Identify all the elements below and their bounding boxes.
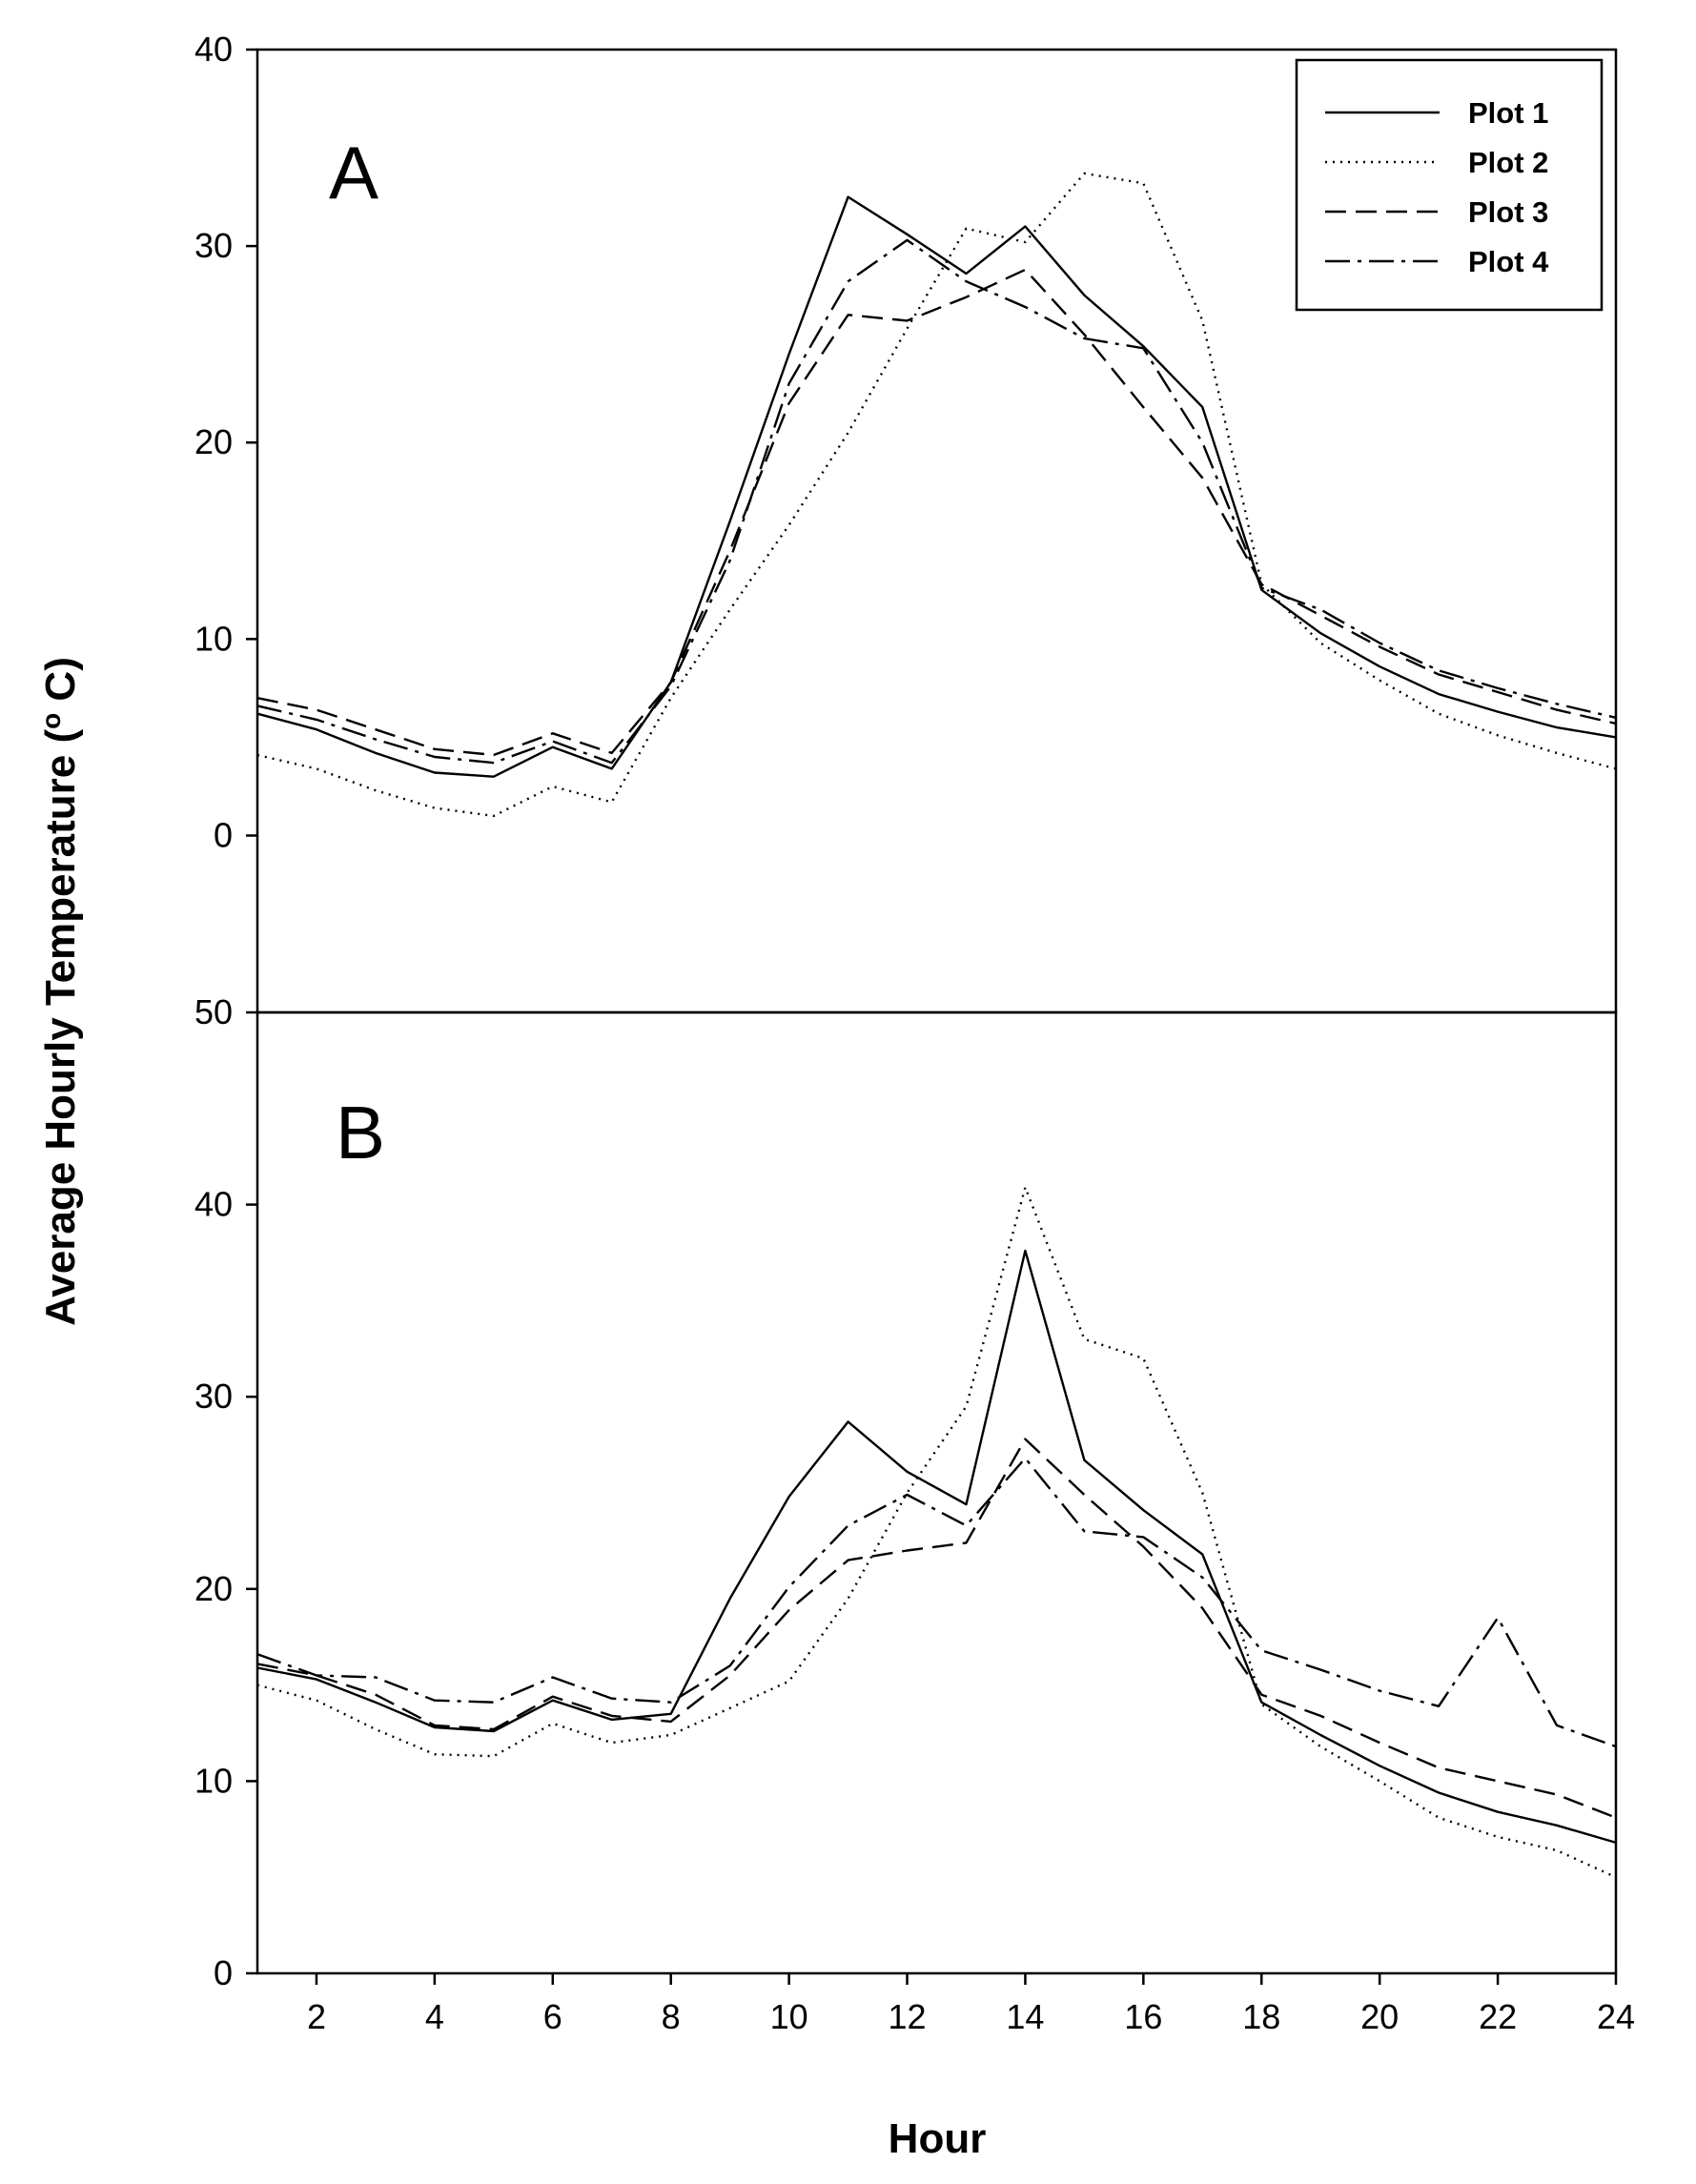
series-line-plot-3 xyxy=(256,268,1617,757)
y-axis-title-sup: o xyxy=(36,713,66,729)
panel-a-label: A xyxy=(329,131,378,214)
y-axis-title-main: Average Hourly Temperature ( xyxy=(37,729,84,1326)
legend-box xyxy=(1295,58,1604,312)
x-tick-label: 22 xyxy=(1479,1997,1517,2036)
y-tick-label: 30 xyxy=(194,226,233,265)
x-tick-label: 16 xyxy=(1124,1997,1162,2036)
x-axis-title: Hour xyxy=(889,2115,987,2162)
legend-label-plot-2: Plot 2 xyxy=(1468,146,1548,179)
series-line-plot-1 xyxy=(256,1249,1617,1845)
x-tick-label: 10 xyxy=(770,1997,808,2036)
y-axis-title-tail: C) xyxy=(37,657,84,713)
y-tick-label: 20 xyxy=(194,1569,233,1608)
panel-b-y-ticks: 0 10 20 30 40 50 xyxy=(194,992,257,1992)
legend: Plot 1 Plot 2 Plot 3 Plot 4 xyxy=(1295,58,1604,312)
y-tick-label: 0 xyxy=(214,815,233,854)
legend-label-plot-3: Plot 3 xyxy=(1468,195,1548,229)
x-tick-label: 8 xyxy=(662,1997,681,2036)
y-tick-label: 10 xyxy=(194,1761,233,1800)
y-tick-label: 50 xyxy=(194,992,233,1031)
y-tick-label: 30 xyxy=(194,1377,233,1416)
panel-a: A 0 10 20 30 40 Plot 1 Plot 2 Plot 3 Plot 4 xyxy=(194,30,1618,1014)
panel-b-label: B xyxy=(336,1091,385,1174)
y-tick-label: 10 xyxy=(194,619,233,658)
x-tick-label: 2 xyxy=(307,1997,326,2036)
series-line-plot-4 xyxy=(256,1457,1617,1748)
series-line-plot-4 xyxy=(256,238,1617,765)
panel-a-y-ticks: 0 10 20 30 40 xyxy=(194,30,257,854)
y-tick-label: 40 xyxy=(194,30,233,69)
x-tick-label: 4 xyxy=(425,1997,444,2036)
y-tick-label: 40 xyxy=(194,1185,233,1224)
series-line-plot-2 xyxy=(256,1186,1617,1879)
series-line-plot-1 xyxy=(256,195,1617,778)
y-tick-label: 0 xyxy=(214,1953,233,1992)
y-axis-title: Average Hourly Temperature (o C) xyxy=(36,657,85,1326)
panel-a-series xyxy=(256,172,1617,818)
panel-b-series xyxy=(256,1186,1617,1879)
legend-label-plot-4: Plot 4 xyxy=(1468,245,1549,278)
y-tick-label: 20 xyxy=(194,422,233,461)
x-tick-label: 20 xyxy=(1360,1997,1399,2036)
legend-label-plot-1: Plot 1 xyxy=(1468,96,1548,130)
series-line-plot-3 xyxy=(256,1438,1617,1819)
x-tick-label: 24 xyxy=(1597,1997,1635,2036)
panel-b-frame xyxy=(255,1010,1618,1975)
x-tick-label: 6 xyxy=(543,1997,562,2036)
x-tick-label: 12 xyxy=(888,1997,926,2036)
x-tick-label: 18 xyxy=(1242,1997,1280,2036)
panel-b-x-ticks: 2 4 6 8 10 12 14 16 18 20 22 24 xyxy=(307,1973,1635,2036)
x-tick-label: 14 xyxy=(1006,1997,1044,2036)
